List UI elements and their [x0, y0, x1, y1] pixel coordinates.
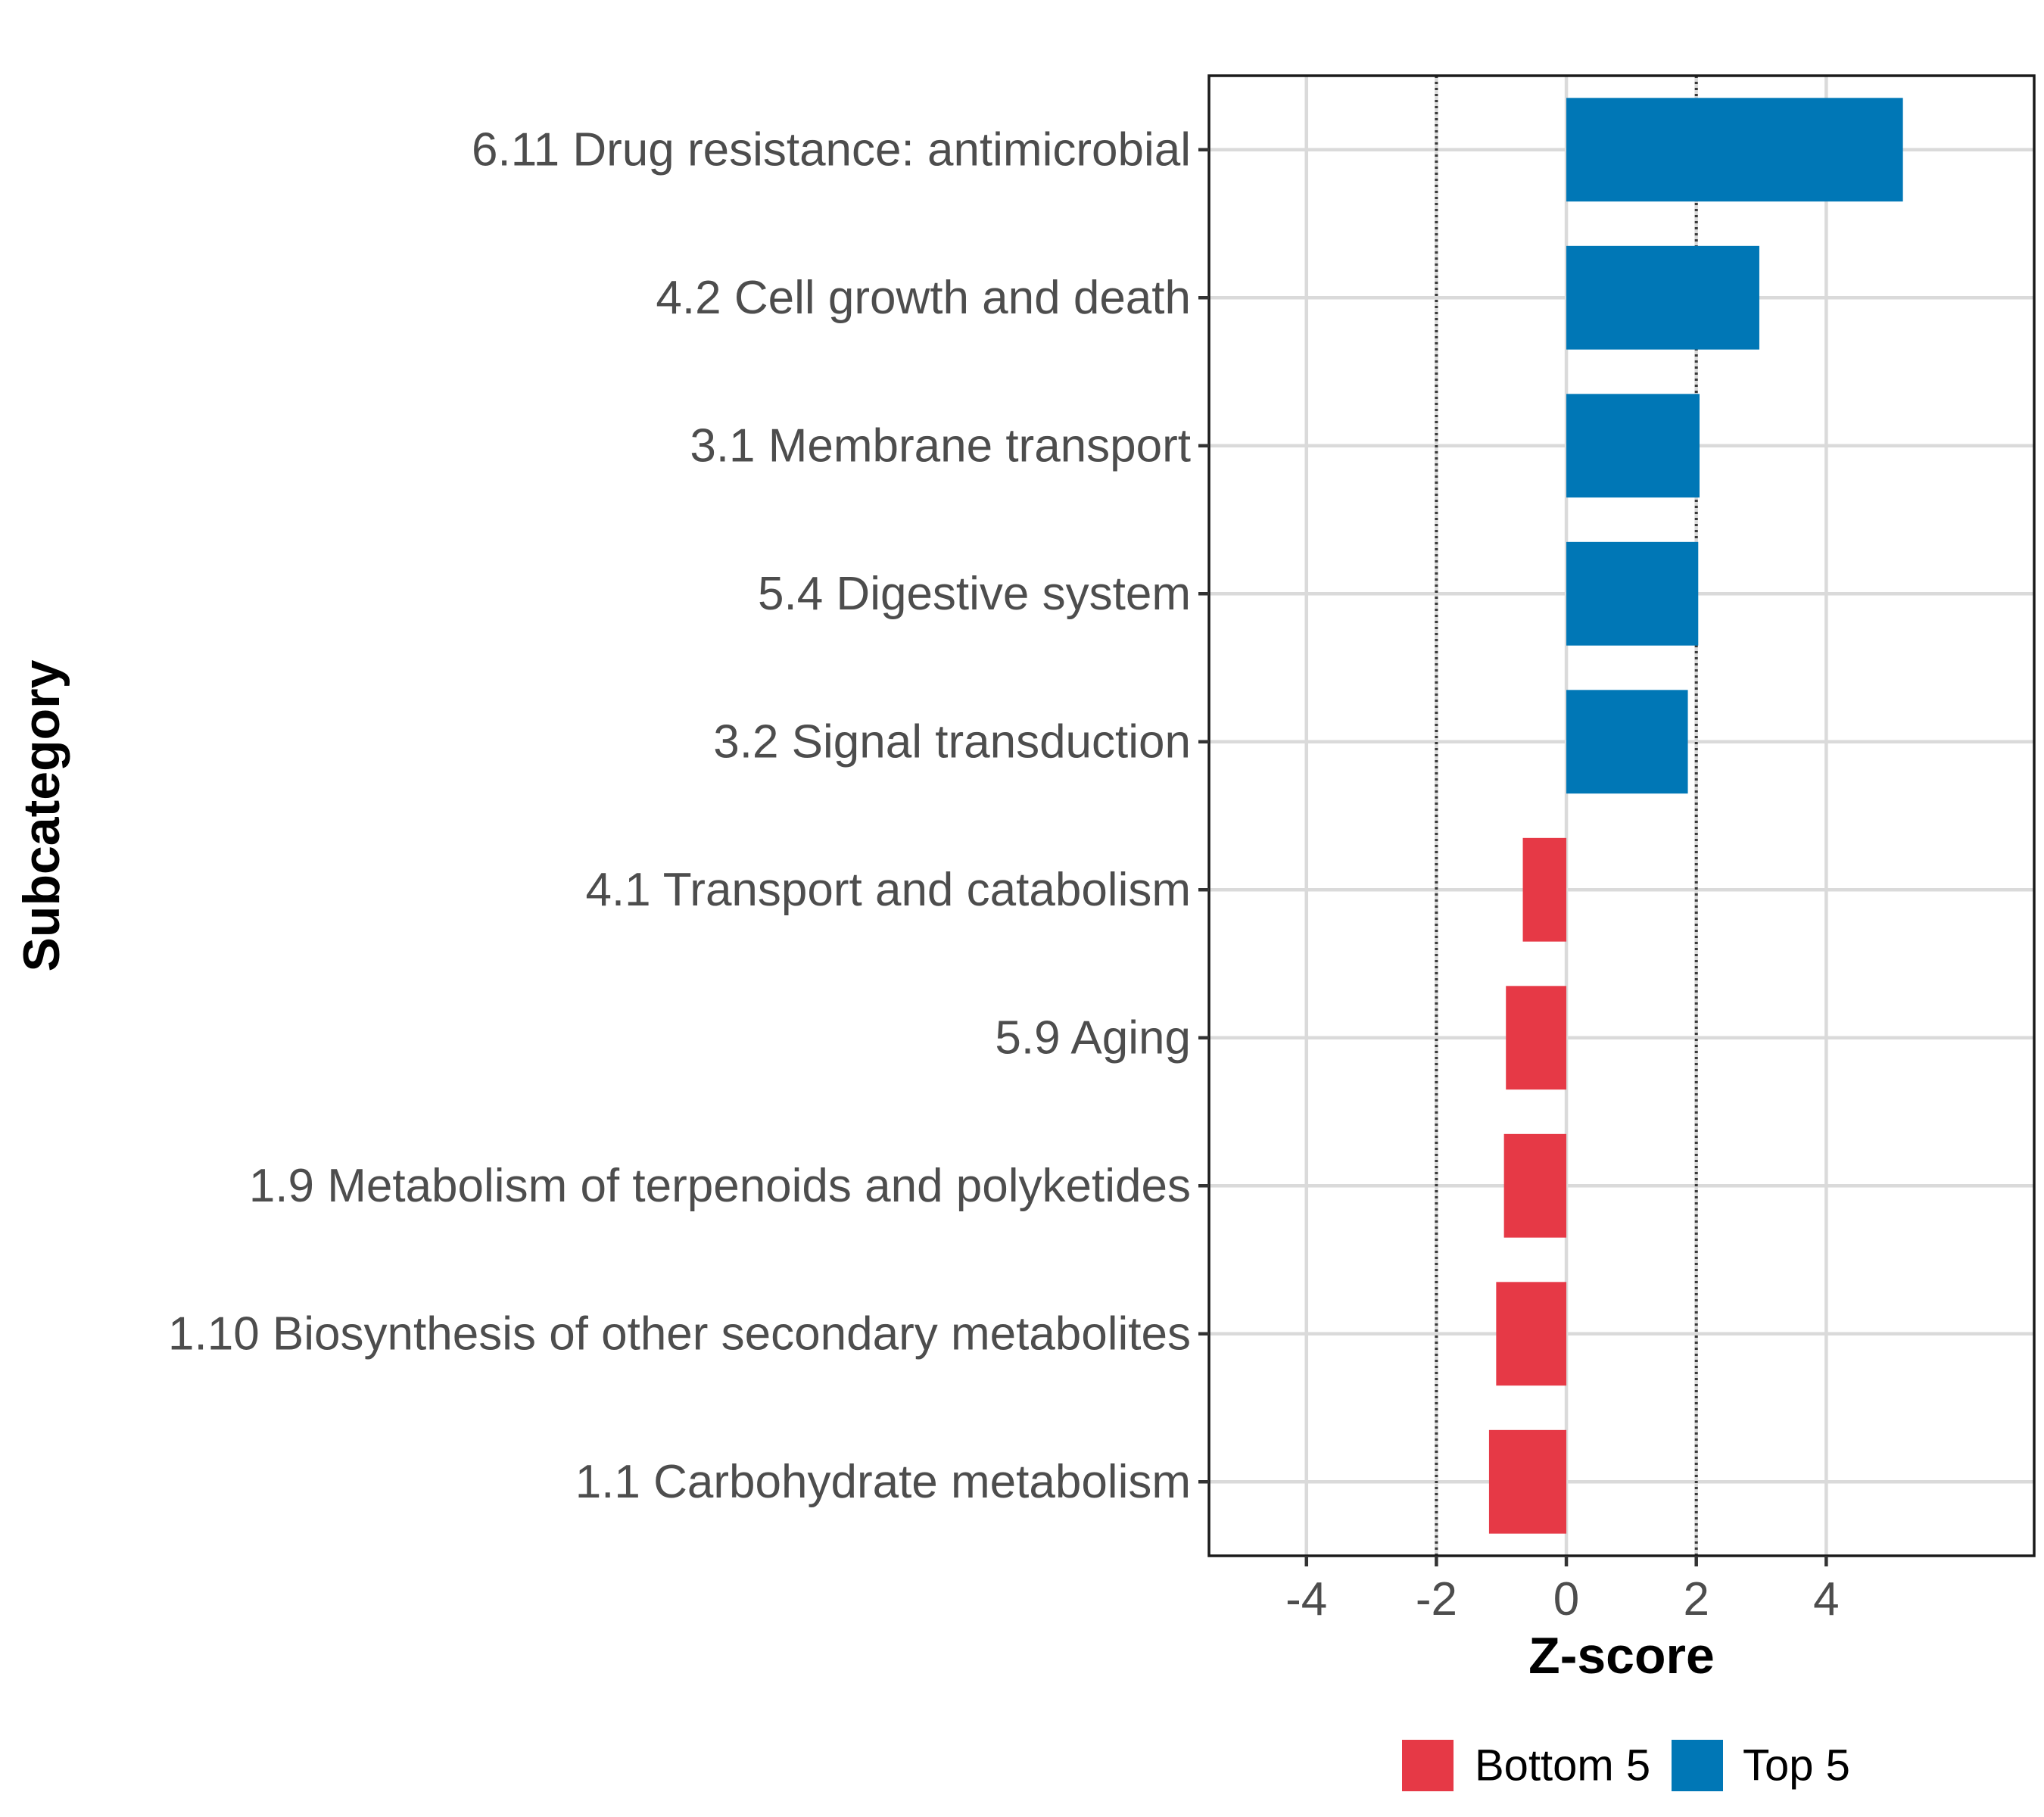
y-tick-label: 3.2 Signal transduction	[713, 715, 1191, 768]
y-tick-label: 5.4 Digestive system	[758, 568, 1191, 620]
y-tick-label: 1.1 Carbohydrate metabolism	[575, 1456, 1191, 1508]
y-axis: 6.11 Drug resistance: antimicrobial 4.2 C…	[168, 123, 1209, 1508]
plot-panel-border	[1207, 74, 2036, 1557]
legend-label-top-5: Top 5	[1743, 1741, 1850, 1791]
y-tick-label: 3.1 Membrane transport	[690, 419, 1191, 472]
x-tick-label: -4	[1285, 1573, 1327, 1625]
legend-label-bottom-5: Bottom 5	[1475, 1741, 1650, 1791]
reference-lines	[1435, 76, 1698, 1556]
y-tick-label: 4.1 Transport and catabolism	[585, 864, 1191, 916]
bar-4-1-transport-and-catabolism	[1522, 837, 1567, 942]
bar-1-10-biosynthesis-of-other-secondary-metabolites	[1496, 1282, 1567, 1386]
x-tick-label: 0	[1553, 1573, 1579, 1625]
y-tick-label: 4.2 Cell growth and death	[656, 272, 1191, 324]
bar-3-2-signal-transduction	[1566, 690, 1688, 794]
bar-3-1-membrane-transport	[1566, 394, 1700, 498]
y-tick-label: 1.9 Metabolism of terpenoids and polyket…	[249, 1160, 1191, 1212]
x-axis-title: Z-score	[1528, 1627, 1715, 1685]
legend-swatch-bottom-5	[1402, 1740, 1454, 1791]
bar-5-4-digestive-system	[1566, 541, 1699, 646]
bar-1-9-metabolism-of-terpenoids-and-polyketides	[1503, 1133, 1567, 1238]
legend: Bottom 5 Top 5	[1402, 1740, 1850, 1791]
x-tick-label: -2	[1416, 1573, 1457, 1625]
x-tick-label: 2	[1683, 1573, 1709, 1625]
legend-swatch-top-5	[1672, 1740, 1723, 1791]
bars	[1488, 98, 1903, 1534]
x-axis: -4 -2 0 2 4	[1285, 1556, 1840, 1625]
bar-1-1-carbohydrate-metabolism	[1488, 1429, 1567, 1534]
bar-4-2-cell-growth-and-death	[1566, 245, 1759, 350]
y-tick-label: 5.9 Aging	[995, 1011, 1191, 1064]
x-tick-label: 4	[1813, 1573, 1839, 1625]
y-tick-label: 6.11 Drug resistance: antimicrobial	[472, 123, 1191, 176]
bar-6-11-drug-resistance-antimicrobial	[1566, 98, 1903, 202]
y-tick-label: 1.10 Biosynthesis of other secondary met…	[168, 1307, 1191, 1360]
bar-5-9-aging	[1506, 986, 1567, 1090]
y-axis-title: Subcategory	[13, 659, 70, 971]
